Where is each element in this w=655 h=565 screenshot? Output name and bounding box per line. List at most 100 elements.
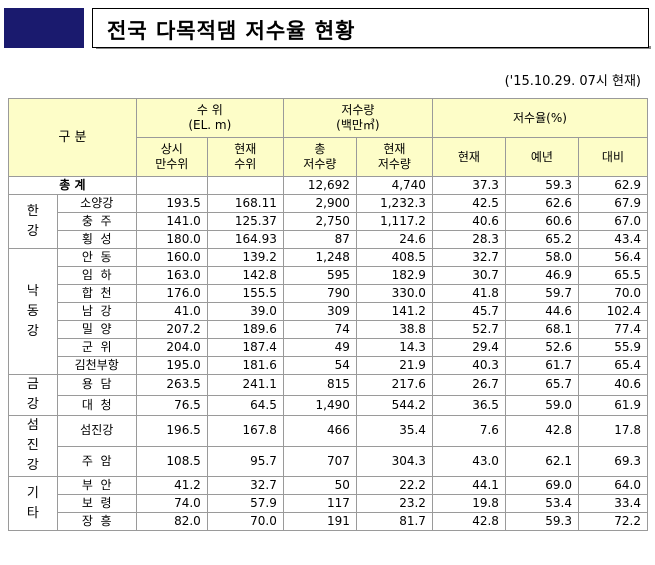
table-cell: 61.9 — [577, 394, 649, 416]
table-row: 남 강 41.0 39.0 309 141.2 45.7 44.6 102.4 — [9, 302, 649, 321]
table-row: 주 암 108.5 95.7 707 304.3 43.0 62.1 69.3 — [9, 445, 649, 477]
table-cell: 23.2 — [355, 494, 433, 513]
table-cell: 58.0 — [504, 248, 579, 267]
dam-name: 섬진강 — [56, 415, 137, 447]
table-row: 보 령 74.0 57.9 117 23.2 19.8 53.4 33.4 — [9, 494, 649, 513]
table-cell: 36.5 — [431, 394, 506, 416]
dam-name: 소양강 — [56, 194, 137, 213]
table-cell: 466 — [282, 415, 357, 447]
table-cell: 815 — [282, 374, 357, 396]
table-cell: 160.0 — [135, 248, 208, 267]
table-cell: 207.2 — [135, 320, 208, 339]
reservoir-table: 구 분 수 위 (EL. m) 저수량 (백만㎥) 저수율(%) 상시 만수위 현… — [8, 98, 649, 531]
table-row: 밀 양 207.2 189.6 74 38.8 52.7 68.1 77.4 — [9, 320, 649, 339]
dam-name: 군 위 — [56, 338, 137, 357]
table-cell: 2,900 — [282, 194, 357, 213]
dam-name: 주 암 — [56, 445, 137, 477]
total-rate-current: 37.3 — [431, 176, 506, 195]
table-cell: 14.3 — [355, 338, 433, 357]
table-cell: 52.6 — [504, 338, 579, 357]
table-cell: 21.9 — [355, 356, 433, 375]
dam-name: 대 청 — [56, 394, 137, 416]
table-cell: 40.3 — [431, 356, 506, 375]
header-label: 총 저수량 — [303, 142, 337, 171]
table-cell: 26.7 — [431, 374, 506, 396]
table-cell: 46.9 — [504, 266, 579, 285]
table-row: 김천부항 195.0 181.6 54 21.9 40.3 61.7 65.4 — [9, 356, 649, 375]
table-cell: 193.5 — [135, 194, 208, 213]
table-cell: 82.0 — [135, 512, 208, 531]
table-cell: 67.0 — [577, 212, 649, 231]
header-total-storage: 총 저수량 — [282, 137, 357, 177]
table-cell: 155.5 — [206, 284, 284, 303]
table-cell: 32.7 — [206, 476, 284, 495]
table-cell: 61.7 — [504, 356, 579, 375]
table-cell: 65.2 — [504, 230, 579, 249]
table-cell: 50 — [282, 476, 357, 495]
table-cell: 74.0 — [135, 494, 208, 513]
table-cell: 68.1 — [504, 320, 579, 339]
table-cell: 142.8 — [206, 266, 284, 285]
table-cell: 163.0 — [135, 266, 208, 285]
table-row: 횡 성 180.0 164.93 87 24.6 28.3 65.2 43.4 — [9, 230, 649, 249]
table-row: 대 청 76.5 64.5 1,490 544.2 36.5 59.0 61.9 — [9, 394, 649, 416]
title-box: 전국 다목적댐 저수율 현황 — [92, 8, 649, 48]
dam-name: 밀 양 — [56, 320, 137, 339]
table-cell: 64.5 — [206, 394, 284, 416]
table-cell: 195.0 — [135, 356, 208, 375]
table-cell: 65.7 — [504, 374, 579, 396]
table-cell: 53.4 — [504, 494, 579, 513]
table-cell: 707 — [282, 445, 357, 477]
table-cell: 35.4 — [355, 415, 433, 447]
table-cell: 263.5 — [135, 374, 208, 396]
table-cell: 187.4 — [206, 338, 284, 357]
page-title: 전국 다목적댐 저수율 현황 — [107, 19, 356, 43]
table-row: 장 흥 82.0 70.0 191 81.7 42.8 59.3 72.2 — [9, 512, 649, 531]
table-cell: 67.9 — [577, 194, 649, 213]
dam-name: 안 동 — [56, 248, 137, 267]
table-cell: 41.0 — [135, 302, 208, 321]
table-row: 한 강 소양강 193.5 168.11 2,900 1,232.3 42.5 62.6 67.9 — [8, 194, 649, 249]
header-row-1: 구 분 수 위 (EL. m) 저수량 (백만㎥) 저수율(%) — [8, 98, 649, 177]
table-cell: 117 — [282, 494, 357, 513]
total-storage-value: 12,692 — [282, 176, 357, 195]
table-cell: 38.8 — [355, 320, 433, 339]
table-cell: 40.6 — [431, 212, 506, 231]
table-cell: 102.4 — [577, 302, 649, 321]
table-cell: 54 — [282, 356, 357, 375]
dam-name: 보 령 — [56, 494, 137, 513]
table-cell: 65.5 — [577, 266, 649, 285]
table-row: 임 하 163.0 142.8 595 182.9 30.7 46.9 65.5 — [9, 266, 649, 285]
table-cell: 217.6 — [355, 374, 433, 396]
table-cell: 57.9 — [206, 494, 284, 513]
table-cell: 241.1 — [206, 374, 284, 396]
dam-name: 부 안 — [56, 476, 137, 495]
date-note: ('15.10.29. 07시 현재) — [504, 74, 641, 89]
total-normal-level — [135, 176, 208, 195]
header-storage-label: 저수량 — [341, 103, 375, 117]
table-cell: 70.0 — [577, 284, 649, 303]
header-storage: 저수량 (백만㎥) — [282, 98, 433, 138]
table-cell: 408.5 — [355, 248, 433, 267]
table-cell: 81.7 — [355, 512, 433, 531]
table-cell: 164.93 — [206, 230, 284, 249]
dam-name: 합 천 — [56, 284, 137, 303]
table-cell: 70.0 — [206, 512, 284, 531]
table-cell: 125.37 — [206, 212, 284, 231]
table-cell: 43.0 — [431, 445, 506, 477]
table-cell: 17.8 — [577, 415, 649, 447]
header-water-level: 수 위 (EL. m) — [135, 98, 284, 138]
table-cell: 95.7 — [206, 445, 284, 477]
table-cell: 24.6 — [355, 230, 433, 249]
table-cell: 76.5 — [135, 394, 208, 416]
header-water-level-unit: (EL. m) — [188, 118, 232, 132]
table-cell: 43.4 — [577, 230, 649, 249]
total-current-storage-value: 4,740 — [355, 176, 433, 195]
dam-name: 장 흥 — [56, 512, 137, 531]
table-cell: 72.2 — [577, 512, 649, 531]
table-cell: 62.1 — [504, 445, 579, 477]
table-cell: 108.5 — [135, 445, 208, 477]
